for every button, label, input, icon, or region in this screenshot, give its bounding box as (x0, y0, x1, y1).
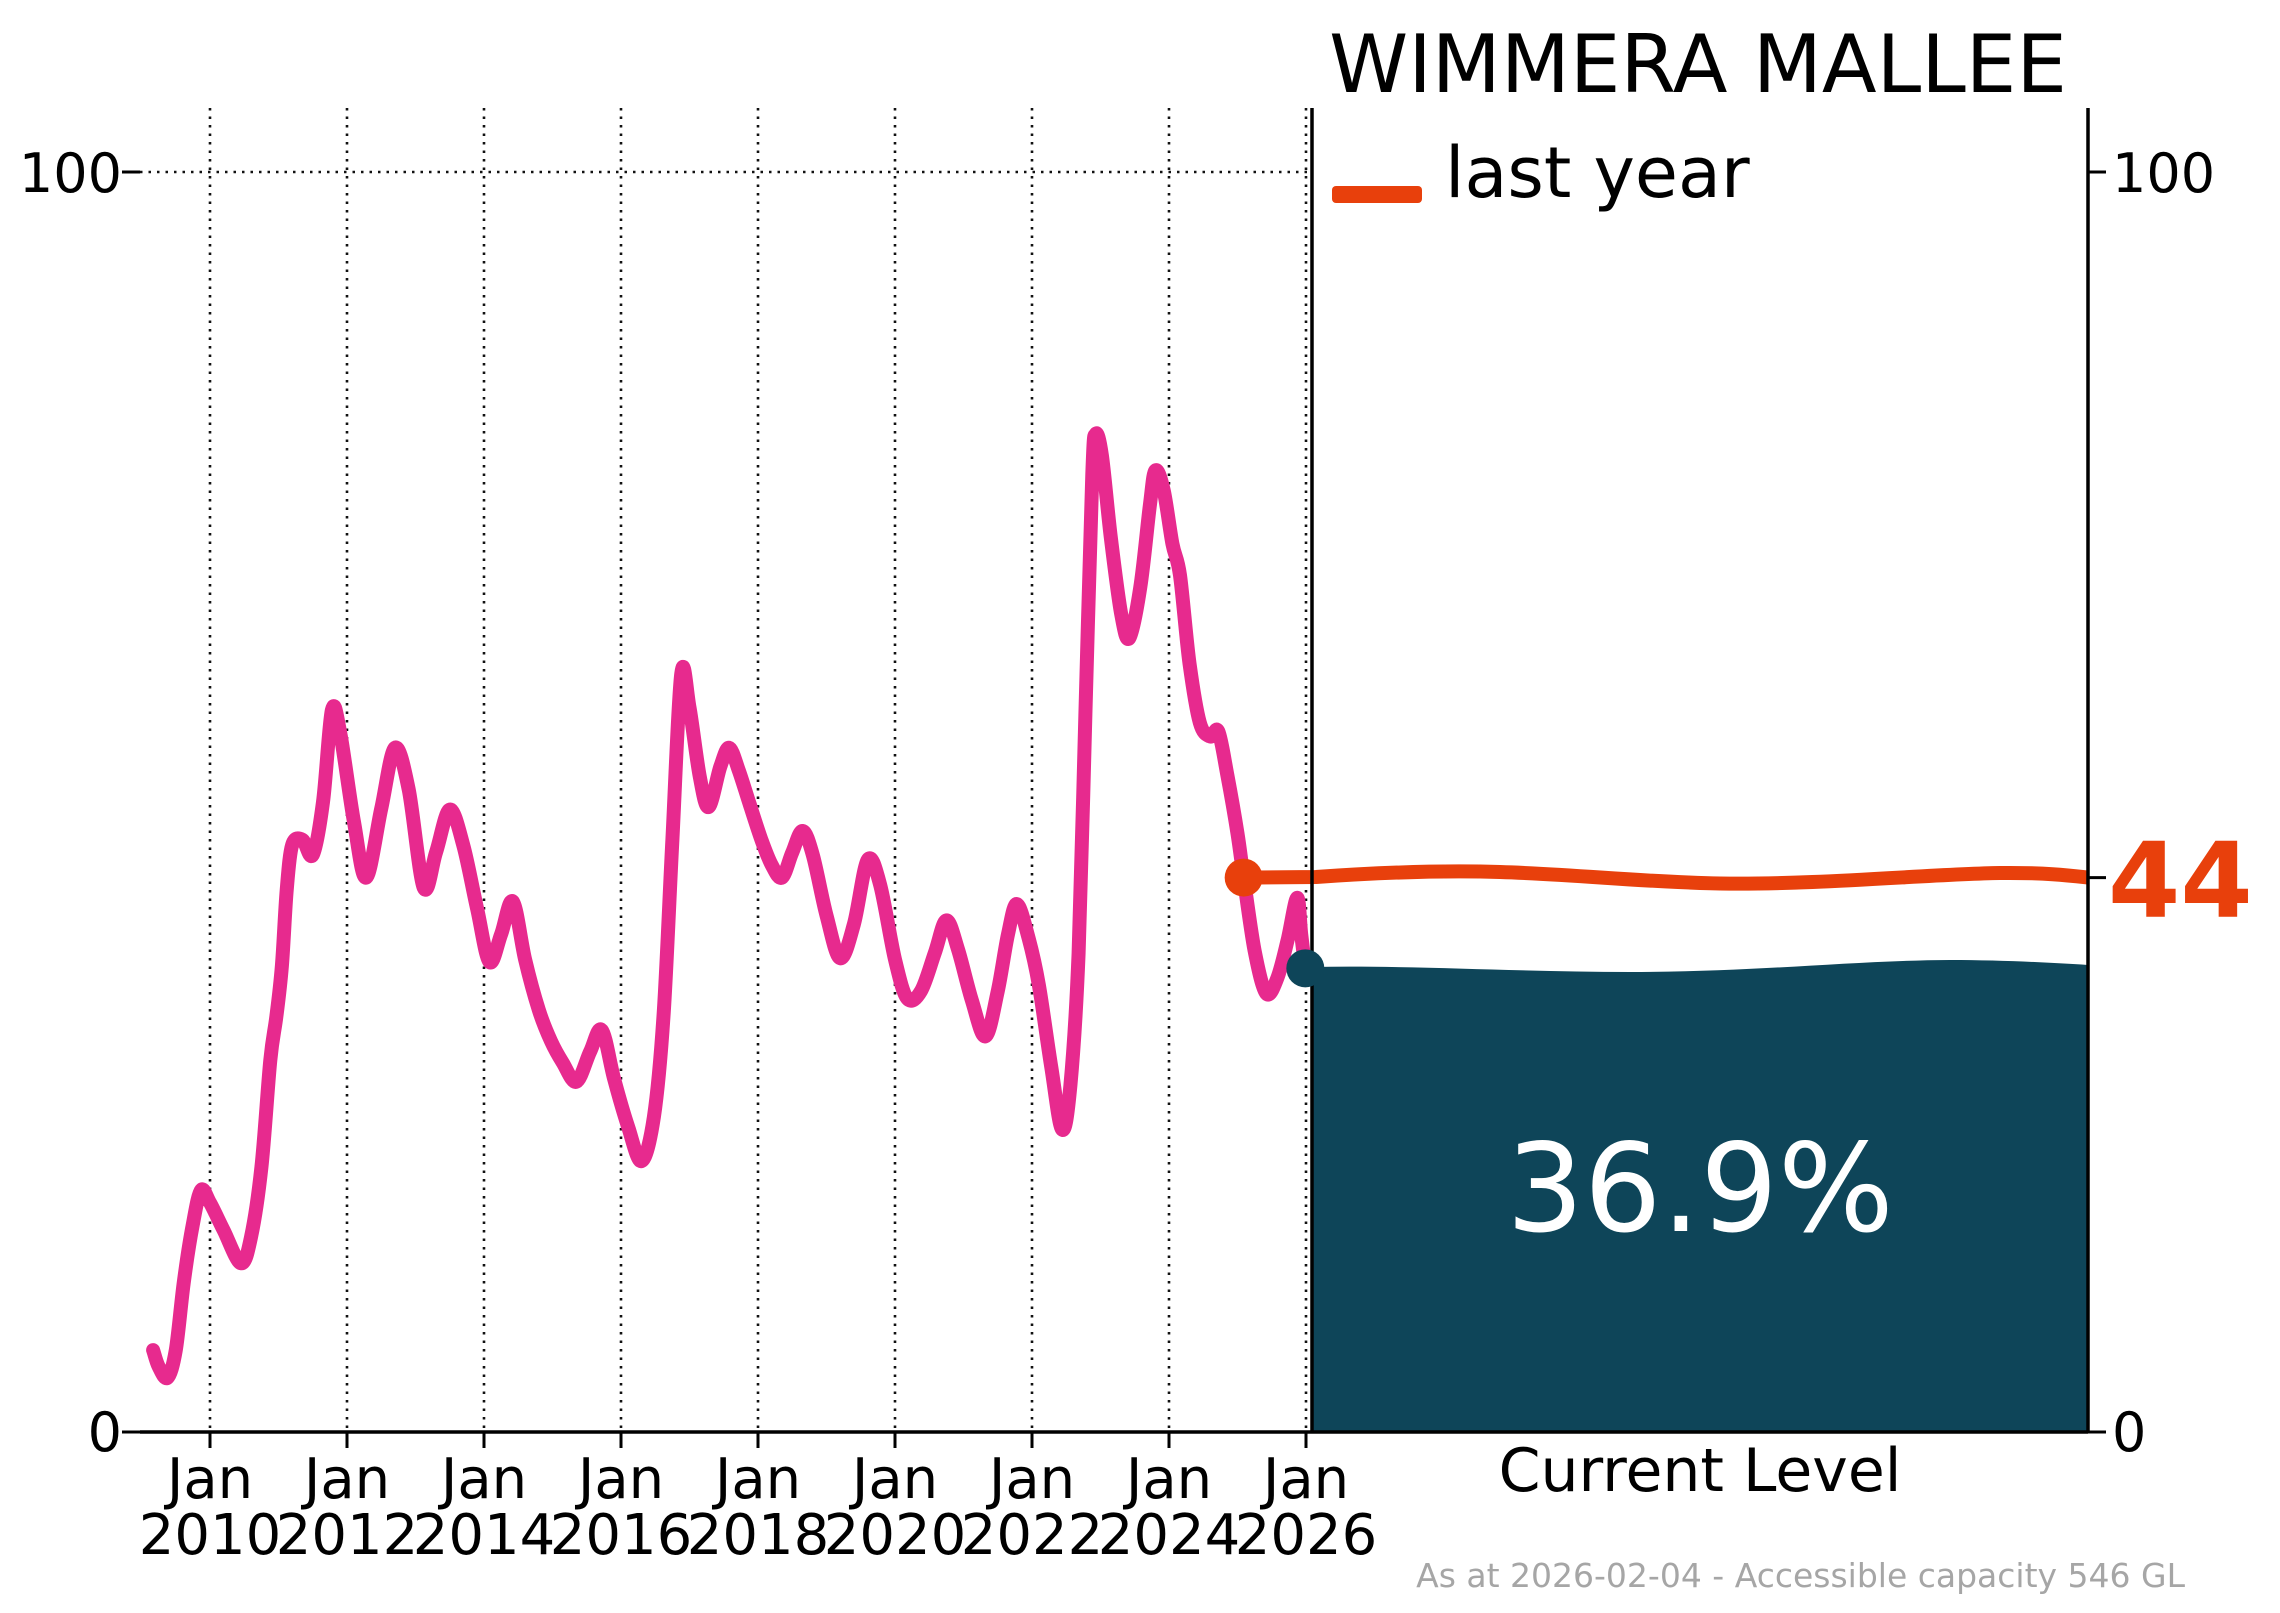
current-level-fill (1312, 960, 2088, 1432)
current-level-percentage: 36.9% (1506, 1118, 1894, 1260)
x-tick-label: Jan 2010 (138, 1447, 282, 1568)
history-line (146, 426, 1313, 1386)
last-year-line (1243, 864, 2089, 891)
current-level-point (1286, 949, 1325, 988)
last-year-point (1224, 858, 1263, 897)
y-axis-left-100: 100 (18, 142, 122, 205)
current-level-caption: Current Level (1498, 1436, 1902, 1506)
y-axis-right-0: 0 (2112, 1401, 2147, 1464)
y-axis-left-0: 0 (87, 1401, 122, 1464)
x-tick-label: Jan 2026 (1234, 1447, 1378, 1568)
gridlines (208, 108, 1308, 1432)
footer-note: As at 2026-02-04 - Accessible capacity 5… (1416, 1556, 2185, 1595)
legend-label: last year (1445, 132, 1750, 214)
x-tick-label: Jan 2014 (412, 1447, 556, 1568)
x-tick-label: Jan 2012 (275, 1447, 419, 1568)
x-tick-label: Jan 2016 (549, 1447, 693, 1568)
x-tick-label: Jan 2022 (960, 1447, 1104, 1568)
page-title: WIMMERA MALLEE (1329, 18, 2067, 111)
last-year-value-label: 44 (2108, 820, 2253, 942)
x-tick-label: Jan 2018 (686, 1447, 830, 1568)
x-tick-label: Jan 2024 (1097, 1447, 1241, 1568)
x-tick-label: Jan 2020 (823, 1447, 967, 1568)
last-year-line-icon (1332, 186, 1422, 203)
y-axis-right-100: 100 (2112, 142, 2216, 205)
axis-ticks (122, 170, 2106, 1448)
